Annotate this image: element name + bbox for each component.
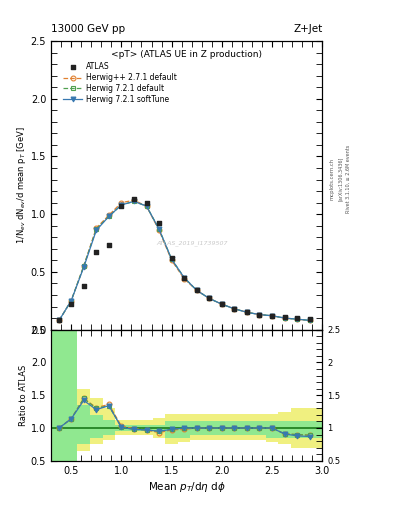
Herwig 7.2.1 default bbox=[195, 287, 199, 293]
Herwig++ 2.7.1 default bbox=[207, 295, 211, 302]
ATLAS bbox=[269, 312, 275, 320]
Text: ATLAS_2019_I1739507: ATLAS_2019_I1739507 bbox=[156, 240, 228, 246]
Herwig 7.2.1 softTune bbox=[169, 256, 174, 262]
Herwig 7.2.1 softTune bbox=[182, 274, 187, 281]
Text: [arXiv:1306.3436]: [arXiv:1306.3436] bbox=[338, 157, 342, 201]
ATLAS bbox=[194, 286, 200, 294]
Herwig 7.2.1 default bbox=[295, 316, 299, 322]
Herwig 7.2.1 default bbox=[282, 315, 287, 321]
Herwig 7.2.1 softTune bbox=[157, 226, 162, 232]
Legend: ATLAS, Herwig++ 2.7.1 default, Herwig 7.2.1 default, Herwig 7.2.1 softTune: ATLAS, Herwig++ 2.7.1 default, Herwig 7.… bbox=[61, 59, 180, 107]
Herwig++ 2.7.1 default bbox=[69, 297, 73, 304]
Herwig++ 2.7.1 default bbox=[195, 287, 199, 293]
Herwig++ 2.7.1 default bbox=[94, 225, 99, 231]
ATLAS bbox=[294, 314, 300, 322]
Herwig 7.2.1 softTune bbox=[57, 317, 61, 324]
Herwig++ 2.7.1 default bbox=[157, 227, 162, 233]
Herwig 7.2.1 default bbox=[257, 311, 262, 317]
Herwig 7.2.1 softTune bbox=[295, 316, 299, 322]
Herwig++ 2.7.1 default bbox=[232, 306, 237, 312]
Herwig++ 2.7.1 default bbox=[119, 200, 124, 206]
Herwig 7.2.1 default bbox=[57, 317, 61, 324]
Herwig 7.2.1 default bbox=[169, 256, 174, 262]
Herwig++ 2.7.1 default bbox=[144, 203, 149, 209]
Herwig 7.2.1 default bbox=[157, 226, 162, 232]
Herwig 7.2.1 default bbox=[182, 274, 187, 281]
Herwig++ 2.7.1 default bbox=[257, 311, 262, 317]
Herwig++ 2.7.1 default bbox=[244, 309, 249, 315]
Text: mcplots.cern.ch: mcplots.cern.ch bbox=[330, 158, 334, 200]
Herwig 7.2.1 default bbox=[107, 214, 111, 220]
ATLAS bbox=[156, 219, 162, 227]
Y-axis label: Ratio to ATLAS: Ratio to ATLAS bbox=[19, 365, 28, 426]
ATLAS bbox=[231, 305, 237, 313]
Herwig 7.2.1 default bbox=[207, 295, 211, 302]
Herwig 7.2.1 default bbox=[232, 306, 237, 312]
Herwig++ 2.7.1 default bbox=[57, 317, 61, 324]
ATLAS bbox=[81, 282, 87, 290]
Herwig 7.2.1 default bbox=[132, 198, 136, 204]
Herwig++ 2.7.1 default bbox=[307, 317, 312, 324]
X-axis label: Mean $p_T$/d$\eta$ d$\phi$: Mean $p_T$/d$\eta$ d$\phi$ bbox=[148, 480, 226, 494]
ATLAS bbox=[307, 315, 313, 323]
Herwig 7.2.1 softTune bbox=[244, 309, 249, 315]
Y-axis label: 1/N$_{ev}$ dN$_{ev}$/d mean p$_T$ [GeV]: 1/N$_{ev}$ dN$_{ev}$/d mean p$_T$ [GeV] bbox=[15, 126, 28, 244]
Herwig 7.2.1 default bbox=[307, 317, 312, 324]
ATLAS bbox=[181, 273, 187, 282]
ATLAS bbox=[219, 300, 225, 308]
ATLAS bbox=[118, 202, 125, 210]
Herwig++ 2.7.1 default bbox=[282, 315, 287, 321]
Herwig++ 2.7.1 default bbox=[182, 276, 187, 282]
ATLAS bbox=[143, 199, 150, 207]
ATLAS bbox=[131, 195, 137, 203]
Herwig 7.2.1 softTune bbox=[132, 198, 136, 204]
Herwig 7.2.1 softTune bbox=[81, 264, 86, 270]
Herwig 7.2.1 softTune bbox=[69, 297, 73, 304]
Herwig++ 2.7.1 default bbox=[132, 197, 136, 203]
Herwig 7.2.1 softTune bbox=[270, 313, 274, 319]
Text: Rivet 3.1.10, ≥ 2.6M events: Rivet 3.1.10, ≥ 2.6M events bbox=[345, 145, 350, 214]
Herwig 7.2.1 softTune bbox=[207, 295, 211, 302]
ATLAS bbox=[93, 248, 99, 257]
Text: <pT> (ATLAS UE in Z production): <pT> (ATLAS UE in Z production) bbox=[111, 50, 262, 58]
Herwig 7.2.1 default bbox=[119, 202, 124, 208]
Herwig 7.2.1 default bbox=[69, 297, 73, 304]
Herwig++ 2.7.1 default bbox=[107, 212, 111, 219]
ATLAS bbox=[106, 241, 112, 249]
Herwig 7.2.1 softTune bbox=[94, 227, 99, 233]
Line: Herwig++ 2.7.1 default: Herwig++ 2.7.1 default bbox=[57, 198, 312, 323]
Herwig 7.2.1 default bbox=[219, 301, 224, 307]
Herwig 7.2.1 softTune bbox=[144, 203, 149, 209]
Herwig 7.2.1 softTune bbox=[232, 306, 237, 312]
ATLAS bbox=[256, 310, 263, 318]
Herwig++ 2.7.1 default bbox=[295, 316, 299, 322]
Herwig 7.2.1 default bbox=[144, 203, 149, 209]
Herwig 7.2.1 softTune bbox=[257, 311, 262, 317]
Herwig 7.2.1 default bbox=[94, 226, 99, 232]
ATLAS bbox=[281, 313, 288, 321]
Herwig 7.2.1 default bbox=[244, 309, 249, 315]
Herwig 7.2.1 softTune bbox=[219, 301, 224, 307]
Text: 13000 GeV pp: 13000 GeV pp bbox=[51, 24, 125, 34]
Herwig++ 2.7.1 default bbox=[219, 301, 224, 307]
ATLAS bbox=[244, 308, 250, 316]
Herwig++ 2.7.1 default bbox=[81, 263, 86, 269]
ATLAS bbox=[56, 316, 62, 325]
Herwig 7.2.1 softTune bbox=[195, 287, 199, 293]
Line: Herwig 7.2.1 softTune: Herwig 7.2.1 softTune bbox=[57, 199, 312, 323]
Herwig 7.2.1 softTune bbox=[282, 315, 287, 321]
ATLAS bbox=[68, 300, 74, 308]
Herwig 7.2.1 default bbox=[81, 263, 86, 269]
Herwig++ 2.7.1 default bbox=[169, 257, 174, 263]
Herwig 7.2.1 default bbox=[270, 313, 274, 319]
ATLAS bbox=[169, 254, 175, 262]
Herwig 7.2.1 softTune bbox=[107, 214, 111, 220]
Text: Z+Jet: Z+Jet bbox=[293, 24, 322, 34]
Herwig++ 2.7.1 default bbox=[270, 313, 274, 319]
ATLAS bbox=[206, 294, 212, 303]
Herwig 7.2.1 softTune bbox=[119, 202, 124, 208]
Herwig 7.2.1 softTune bbox=[307, 317, 312, 324]
Line: Herwig 7.2.1 default: Herwig 7.2.1 default bbox=[57, 199, 312, 323]
